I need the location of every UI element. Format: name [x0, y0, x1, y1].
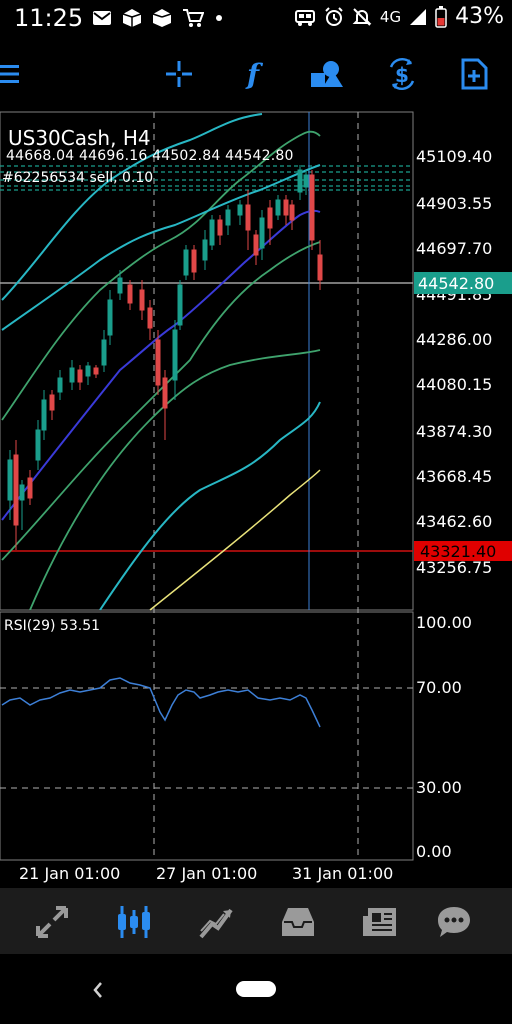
nav-quotes[interactable]	[30, 900, 74, 944]
cube-icon	[122, 9, 142, 27]
lower-envelope-outer	[99, 401, 321, 611]
ohlc-values: 44668.04 44696.16 44502.84 44542.80	[6, 148, 294, 164]
system-navigation	[0, 954, 512, 1024]
rsi-tick: 100.00	[416, 613, 472, 632]
status-bar: 11:25 4G 43%	[0, 0, 512, 36]
battery-icon	[435, 5, 447, 28]
candlesticks	[7, 165, 323, 550]
network-type: 4G	[379, 7, 402, 26]
objects-button[interactable]	[308, 56, 344, 92]
rsi-tick: 30.00	[416, 778, 462, 797]
rsi-frame	[0, 611, 414, 861]
notification-icons	[92, 8, 224, 28]
price-tick: 44080.15	[416, 375, 492, 394]
nav-trade[interactable]	[194, 900, 238, 944]
menu-icon	[0, 65, 19, 83]
rsi-levels	[0, 687, 413, 789]
current-price-box	[414, 272, 512, 294]
history-icon	[282, 908, 314, 936]
bottom-navigation	[0, 888, 512, 954]
upper-envelope-mid	[1, 130, 321, 421]
system-status-icons: 4G 43%	[294, 4, 504, 29]
status-time: 11:25	[14, 4, 84, 32]
indicators-button[interactable]: f	[238, 56, 274, 92]
long-moving-average	[149, 469, 321, 611]
symbol-title: US30Cash, H4	[8, 126, 151, 150]
rsi-line	[1, 677, 321, 728]
time-tick: 31 Jan 01:00	[292, 864, 393, 883]
svg-text:f: f	[245, 58, 264, 90]
mail-icon	[93, 11, 111, 25]
back-button[interactable]	[86, 978, 110, 1002]
trade-icon	[199, 908, 233, 939]
svg-text:$: $	[395, 63, 409, 87]
package-icon	[152, 9, 172, 27]
nav-news[interactable]	[358, 900, 402, 944]
news-icon	[363, 908, 396, 936]
quotes-icon	[36, 906, 68, 938]
current-price-label: 44542.80	[418, 274, 494, 293]
chart-icon	[118, 906, 150, 938]
menu-button[interactable]	[0, 56, 26, 92]
alarm-icon	[325, 6, 343, 26]
messages-icon	[438, 907, 470, 937]
level-price-box	[414, 541, 512, 561]
upper-envelope-inner	[1, 164, 321, 331]
timeframe-icon: $	[389, 57, 415, 91]
price-tick: 43256.75	[416, 558, 492, 577]
crosshair-button[interactable]	[161, 56, 197, 92]
time-tick: 27 Jan 01:00	[156, 864, 257, 883]
price-tick: 43668.45	[416, 467, 492, 486]
chart-area[interactable]: 45109.40 44903.55 44697.70 44491.85 4428…	[0, 110, 512, 885]
rsi-tick: 0.00	[416, 842, 452, 861]
vehicle-icon	[294, 9, 315, 26]
signal-icon	[410, 8, 427, 25]
order-label: #62256534 sell, 0.10	[2, 170, 154, 186]
main-chart-frame	[0, 111, 414, 611]
price-chart-svg: 45109.40 44903.55 44697.70 44491.85 4428…	[0, 111, 512, 883]
nav-chart[interactable]	[112, 900, 156, 944]
time-axis: 21 Jan 01:00 27 Jan 01:00 31 Jan 01:00	[19, 864, 393, 883]
back-icon	[93, 982, 102, 998]
order-lines	[0, 165, 413, 191]
battery-percent: 43%	[455, 4, 504, 29]
time-separators	[153, 112, 359, 860]
objects-icon	[311, 61, 343, 87]
cart-icon	[183, 9, 204, 27]
price-tick: 43462.60	[416, 512, 492, 531]
timeframe-button[interactable]: $	[384, 56, 420, 92]
price-tick: 43874.30	[416, 422, 492, 441]
nav-history[interactable]	[276, 900, 320, 944]
function-icon: f	[245, 58, 264, 90]
home-button[interactable]	[236, 981, 276, 997]
chart-toolbar: f $	[0, 40, 512, 110]
new-order-icon	[461, 58, 488, 90]
moving-average-blue	[1, 209, 321, 521]
price-axis: 45109.40 44903.55 44697.70 44491.85 4428…	[416, 147, 492, 577]
rsi-indicator-label: RSI(29) 53.51	[4, 618, 101, 634]
price-tick: 44903.55	[416, 194, 492, 213]
nav-messages[interactable]	[432, 900, 476, 944]
price-tick: 44286.00	[416, 330, 492, 349]
new-order-button[interactable]	[456, 56, 492, 92]
price-tick: 44697.70	[416, 239, 492, 258]
time-tick: 21 Jan 01:00	[19, 864, 120, 883]
mute-icon	[352, 7, 372, 26]
upper-envelope-outer	[1, 113, 263, 301]
lower-envelope-mid	[1, 241, 321, 561]
dot-icon	[216, 15, 222, 21]
level-price-label: 43321.40	[420, 542, 496, 561]
price-tick: 45109.40	[416, 147, 492, 166]
crosshair-icon	[166, 61, 192, 87]
rsi-tick: 70.00	[416, 678, 462, 697]
rsi-axis: 100.00 70.00 30.00 0.00	[416, 613, 472, 861]
